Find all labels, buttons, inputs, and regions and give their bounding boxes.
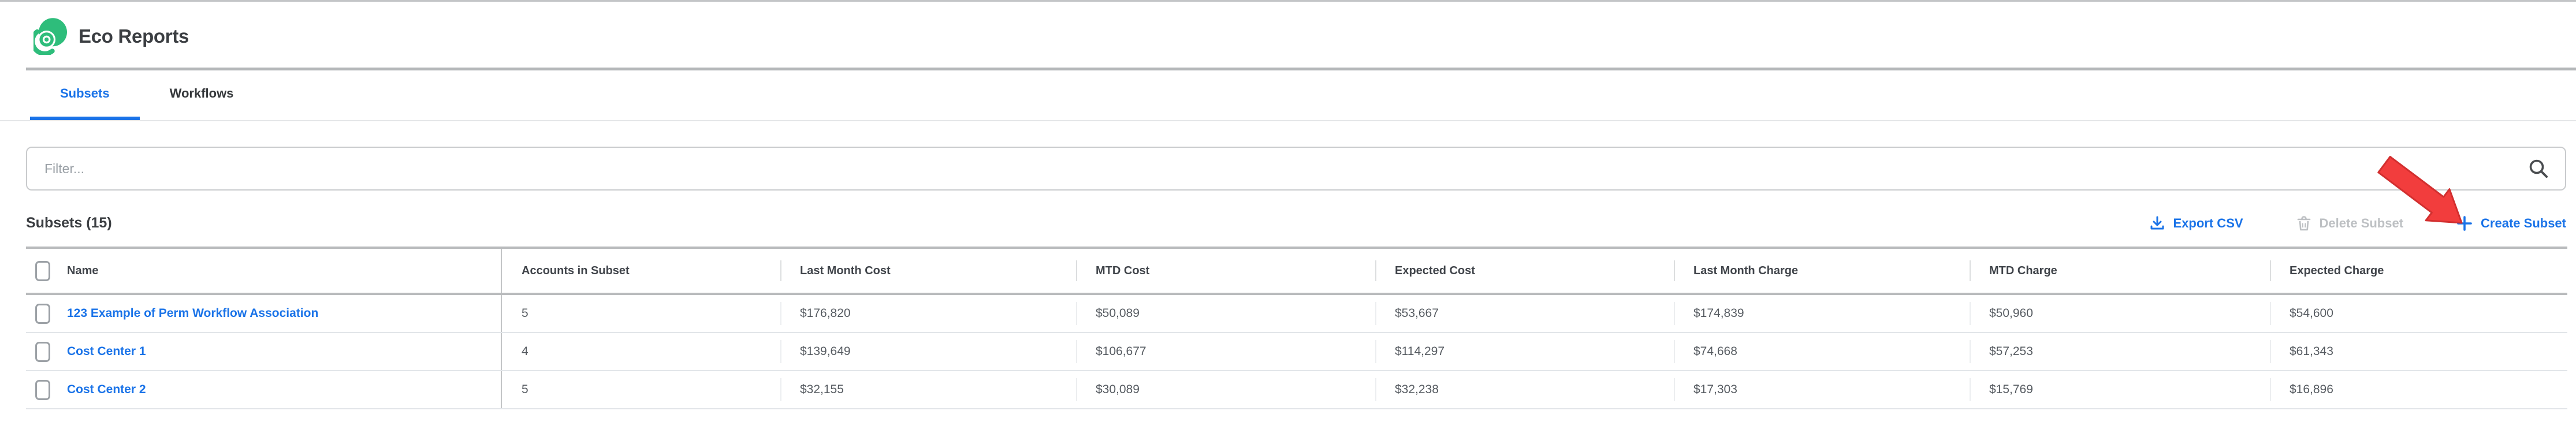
mtd-charge-cell: $57,253 <box>1970 333 2270 370</box>
tab-subsets[interactable]: Subsets <box>30 70 140 120</box>
mtd-charge-cell: $50,960 <box>1970 295 2270 332</box>
expected-charge-cell: $61,343 <box>2270 333 2567 370</box>
export-csv-label: Export CSV <box>2173 215 2243 230</box>
delete-subset-button[interactable]: Delete Subset <box>2296 215 2404 232</box>
column-header-accounts-in-subset[interactable]: Accounts in Subset <box>501 249 780 293</box>
mtd-charge-cell: $15,769 <box>1970 371 2270 408</box>
accounts-cell: 4 <box>501 333 780 370</box>
select-all-checkbox[interactable] <box>35 260 50 281</box>
table-row: Cost Center 2 5 $32,155 $30,089 $32,238 … <box>26 371 2567 409</box>
export-csv-button[interactable]: Export CSV <box>2149 215 2243 232</box>
page-title: Eco Reports <box>79 25 189 47</box>
column-header-last-month-cost[interactable]: Last Month Cost <box>780 249 1076 293</box>
delete-subset-label: Delete Subset <box>2319 215 2404 230</box>
expected-cost-cell: $53,667 <box>1375 295 1674 332</box>
column-header-name[interactable]: Name <box>26 249 501 293</box>
subset-name-link[interactable]: Cost Center 2 <box>67 383 146 396</box>
row-checkbox[interactable] <box>35 379 50 400</box>
row-checkbox[interactable] <box>35 341 50 362</box>
mtd-cost-cell: $30,089 <box>1076 371 1375 408</box>
trash-icon <box>2297 215 2310 230</box>
subset-name-link[interactable]: Cost Center 1 <box>67 345 146 358</box>
section-title: Subsets (15) <box>26 215 112 231</box>
last-month-charge-cell: $74,668 <box>1674 333 1970 370</box>
mtd-cost-cell: $50,089 <box>1076 295 1375 332</box>
mtd-cost-cell: $106,677 <box>1076 333 1375 370</box>
expected-cost-cell: $114,297 <box>1375 333 1674 370</box>
header-divider <box>26 68 2576 70</box>
expected-cost-cell: $32,238 <box>1375 371 1674 408</box>
accounts-cell: 5 <box>501 295 780 332</box>
row-checkbox[interactable] <box>35 303 50 324</box>
table-header-row: Name Accounts in Subset Last Month Cost … <box>26 249 2567 295</box>
last-month-cost-cell: $32,155 <box>780 371 1076 408</box>
name-cell: 123 Example of Perm Workflow Association <box>26 295 501 332</box>
subsets-table: Name Accounts in Subset Last Month Cost … <box>26 247 2567 409</box>
toolbar: Export CSV Delete Subset Create Subset <box>2149 215 2566 232</box>
expected-charge-cell: $16,896 <box>2270 371 2567 408</box>
filter-input[interactable] <box>26 147 2566 191</box>
accounts-cell: 5 <box>501 371 780 408</box>
column-header-last-month-charge[interactable]: Last Month Charge <box>1674 249 1970 293</box>
filter-row <box>26 147 2566 191</box>
search-icon <box>2529 159 2548 178</box>
column-header-expected-charge[interactable]: Expected Charge <box>2270 249 2567 293</box>
plus-icon <box>2457 215 2472 231</box>
tab-workflows[interactable]: Workflows <box>169 86 234 100</box>
column-header-expected-cost[interactable]: Expected Cost <box>1375 249 1674 293</box>
subset-name-link[interactable]: 123 Example of Perm Workflow Association <box>67 307 319 320</box>
create-subset-button[interactable]: Create Subset <box>2456 215 2566 232</box>
column-header-name-label: Name <box>67 264 99 277</box>
table-row: 123 Example of Perm Workflow Association… <box>26 295 2567 333</box>
download-icon <box>2150 216 2164 229</box>
name-cell: Cost Center 1 <box>26 333 501 370</box>
eco-logo-icon <box>33 17 67 55</box>
app-header: Eco Reports <box>0 2 2576 70</box>
create-subset-label: Create Subset <box>2481 215 2566 230</box>
last-month-cost-cell: $139,649 <box>780 333 1076 370</box>
last-month-charge-cell: $17,303 <box>1674 371 1970 408</box>
last-month-cost-cell: $176,820 <box>780 295 1076 332</box>
column-header-mtd-cost[interactable]: MTD Cost <box>1076 249 1375 293</box>
name-cell: Cost Center 2 <box>26 371 501 408</box>
last-month-charge-cell: $174,839 <box>1674 295 1970 332</box>
tab-bar: Subsets Workflows <box>0 70 2576 121</box>
section-header: Subsets (15) Export CSV Delete Subset <box>26 215 2566 232</box>
column-header-mtd-charge[interactable]: MTD Charge <box>1970 249 2270 293</box>
table-row: Cost Center 1 4 $139,649 $106,677 $114,2… <box>26 333 2567 371</box>
expected-charge-cell: $54,600 <box>2270 295 2567 332</box>
